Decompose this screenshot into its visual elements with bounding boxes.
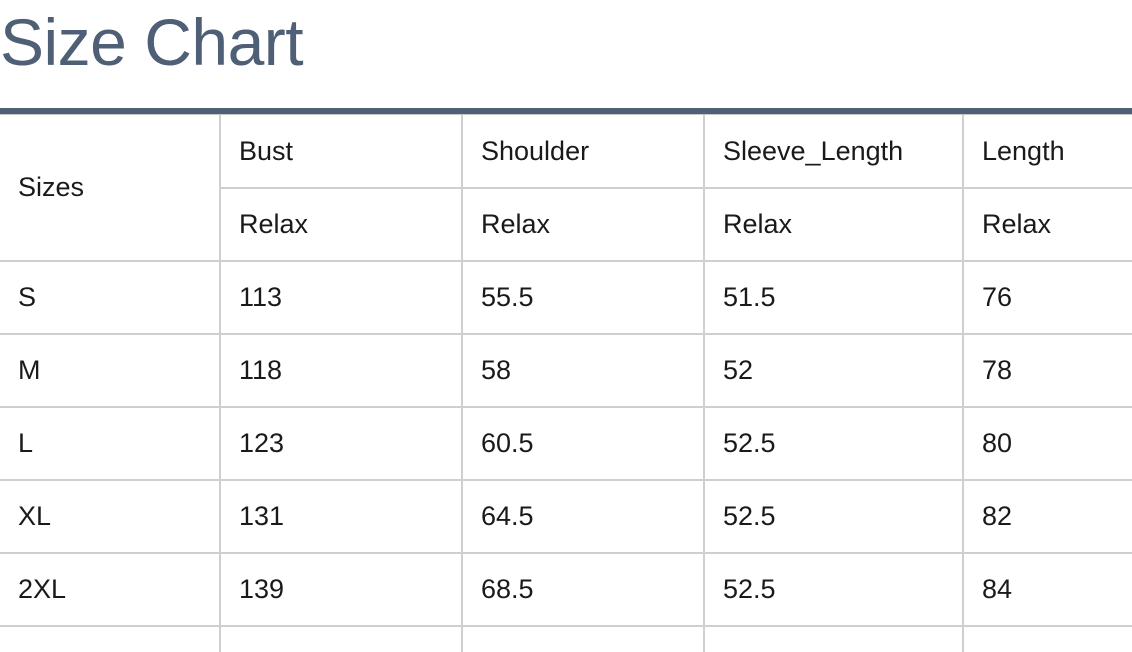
- header-row-fit: Relax Relax Relax Relax: [0, 188, 1132, 262]
- cell-size: L: [0, 407, 221, 481]
- cell-bust: 131: [220, 480, 463, 554]
- cell-bust: 118: [220, 334, 463, 408]
- column-header-sizes: Sizes: [0, 115, 221, 262]
- column-subheader-shoulder-fit: Relax: [462, 188, 705, 262]
- size-chart-table: Sizes Bust Shoulder Sleeve_Length Length…: [0, 115, 1132, 652]
- cell-bust: 123: [220, 407, 463, 481]
- column-header-length: Length: [963, 115, 1132, 189]
- table-body: S 113 55.5 51.5 76 M 118 58 52 78 L 123 …: [0, 261, 1132, 652]
- cell-length: 84: [963, 553, 1132, 627]
- column-subheader-sleeve-length-fit: Relax: [704, 188, 964, 262]
- cell-size: S: [0, 261, 221, 335]
- cell-size: 2XL: [0, 553, 221, 627]
- table-row: 2XL 139 68.5 52.5 84: [0, 553, 1132, 627]
- column-header-shoulder: Shoulder: [462, 115, 705, 189]
- cell-length: 80: [963, 407, 1132, 481]
- cell-sleeve-length: 52.5: [704, 553, 964, 627]
- table-row: L 123 60.5 52.5 80: [0, 407, 1132, 481]
- cell-bust: 139: [220, 553, 463, 627]
- table-row: S 113 55.5 51.5 76: [0, 261, 1132, 335]
- cell-length: 78: [963, 334, 1132, 408]
- table-row: M 118 58 52 78: [0, 334, 1132, 408]
- cell-sleeve-length: 52.5: [704, 480, 964, 554]
- cell-length: 76: [963, 261, 1132, 335]
- page-title: Size Chart: [0, 5, 304, 79]
- cell-sleeve-length: 52: [704, 334, 964, 408]
- column-subheader-bust-fit: Relax: [220, 188, 463, 262]
- cell-bust: 113: [220, 261, 463, 335]
- title-area: Size Chart: [0, 0, 1132, 108]
- table-header: Sizes Bust Shoulder Sleeve_Length Length…: [0, 115, 1132, 262]
- table-row: XL 131 64.5 52.5 82: [0, 480, 1132, 554]
- cell-shoulder: 55.5: [462, 261, 705, 335]
- cell-sleeve-length: 51.5: [704, 261, 964, 335]
- cell-shoulder: [462, 626, 705, 652]
- title-divider-rule: [0, 108, 1132, 115]
- column-header-bust: Bust: [220, 115, 463, 189]
- table-row-clipped: [0, 626, 1132, 652]
- cell-length: [963, 626, 1132, 652]
- cell-size: XL: [0, 480, 221, 554]
- cell-bust: [220, 626, 463, 652]
- header-row-measurements: Sizes Bust Shoulder Sleeve_Length Length: [0, 115, 1132, 262]
- column-header-sleeve-length: Sleeve_Length: [704, 115, 964, 189]
- cell-shoulder: 64.5: [462, 480, 705, 554]
- size-table-container: Sizes Bust Shoulder Sleeve_Length Length…: [0, 115, 1132, 652]
- cell-shoulder: 60.5: [462, 407, 705, 481]
- column-subheader-length-fit: Relax: [963, 188, 1132, 262]
- cell-length: 82: [963, 480, 1132, 554]
- cell-shoulder: 68.5: [462, 553, 705, 627]
- cell-size: [0, 626, 221, 652]
- cell-sleeve-length: [704, 626, 964, 652]
- cell-shoulder: 58: [462, 334, 705, 408]
- cell-sleeve-length: 52.5: [704, 407, 964, 481]
- cell-size: M: [0, 334, 221, 408]
